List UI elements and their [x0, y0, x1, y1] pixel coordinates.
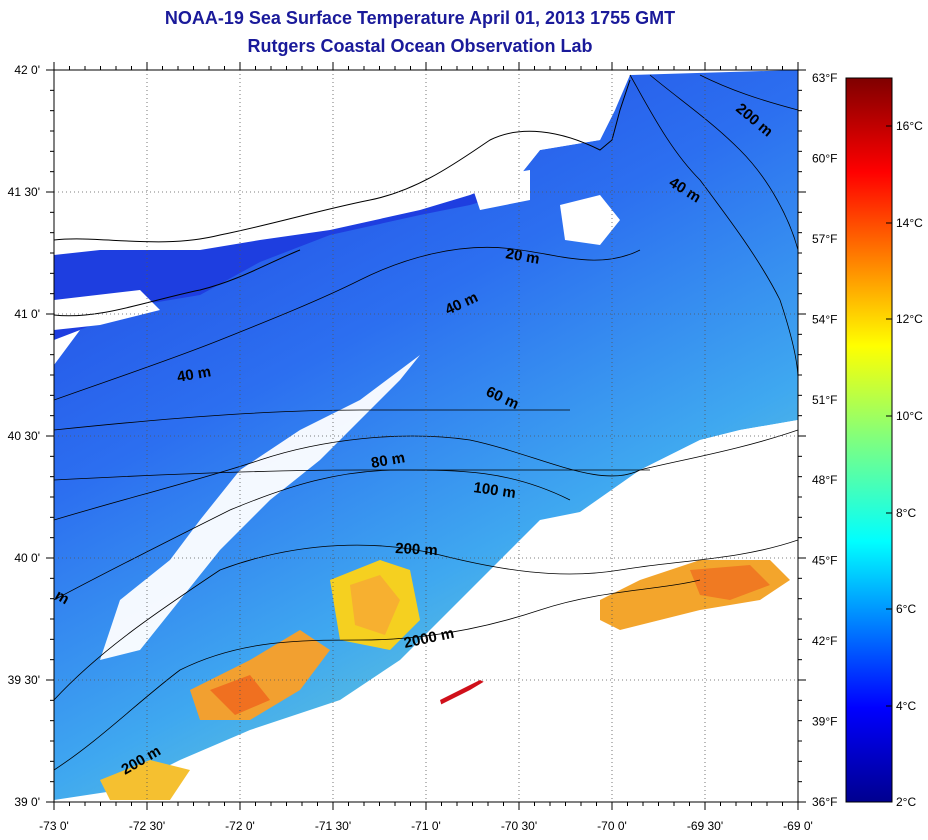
depth-label: 200 m	[395, 540, 438, 559]
graticule	[54, 70, 798, 802]
celsius-label: 10°C	[896, 409, 923, 423]
lon-tick-label: -69 30'	[687, 819, 723, 833]
lon-tick-label: -71 30'	[315, 819, 351, 833]
fahrenheit-label: 36°F	[812, 795, 837, 809]
lat-tick-label: 42 0'	[14, 63, 40, 77]
fahrenheit-label: 45°F	[812, 554, 837, 568]
colorbar	[845, 77, 893, 803]
lon-tick-label: -73 0'	[39, 819, 69, 833]
lat-tick-label: 40 0'	[14, 551, 40, 565]
fahrenheit-label: 54°F	[812, 312, 837, 326]
fahrenheit-label: 51°F	[812, 393, 837, 407]
depth-label: 40 m	[176, 363, 213, 386]
coastline	[54, 79, 631, 243]
depth-label: 20 m	[504, 245, 541, 268]
depth-label: 100 m	[472, 479, 516, 502]
fahrenheit-label: 39°F	[812, 715, 837, 729]
lat-tick-label: 41 30'	[8, 185, 40, 199]
lat-tick-label: 39 30'	[8, 673, 40, 687]
celsius-label: 14°C	[896, 216, 923, 230]
lon-tick-label: -70 30'	[501, 819, 537, 833]
fahrenheit-label: 57°F	[812, 232, 837, 246]
lon-tick-label: -71 0'	[411, 819, 441, 833]
fahrenheit-label: 42°F	[812, 634, 837, 648]
celsius-label: 12°C	[896, 312, 923, 326]
lat-tick-label: 39 0'	[14, 795, 40, 809]
fahrenheit-label: 48°F	[812, 473, 837, 487]
lon-tick-label: -69 0'	[783, 819, 813, 833]
celsius-label: 6°C	[896, 602, 916, 616]
map-subtitle: Rutgers Coastal Ocean Observation Lab	[247, 36, 593, 56]
fahrenheit-label: 63°F	[812, 71, 837, 85]
lat-tick-label: 41 0'	[14, 307, 40, 321]
lon-tick-label: -70 0'	[597, 819, 627, 833]
fahrenheit-label: 60°F	[812, 151, 837, 165]
celsius-label: 16°C	[896, 119, 923, 133]
lat-tick-label: 40 30'	[8, 429, 40, 443]
map-title: NOAA-19 Sea Surface Temperature April 01…	[164, 8, 676, 28]
depth-label: 80 m	[370, 449, 407, 472]
lon-tick-label: -72 0'	[225, 819, 255, 833]
lon-tick-label: -72 30'	[129, 819, 165, 833]
depth-contours	[54, 74, 798, 771]
celsius-label: 8°C	[896, 506, 916, 520]
celsius-label: 4°C	[896, 699, 916, 713]
celsius-label: 2°C	[896, 795, 916, 809]
